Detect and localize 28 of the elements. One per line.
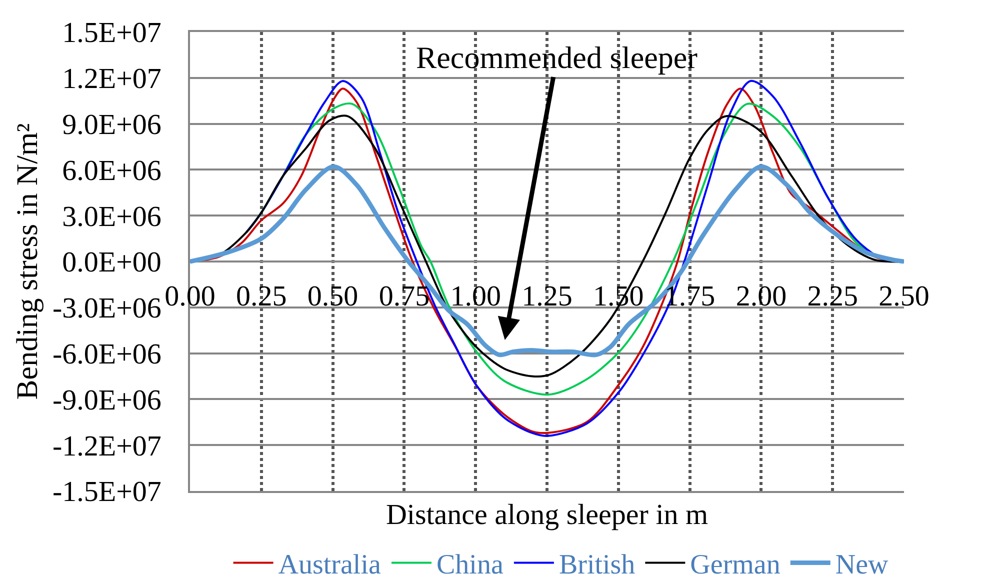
legend-label: German: [690, 550, 780, 577]
x-tick-label: 0.00: [164, 280, 216, 312]
x-tick-label: 0.75: [378, 280, 430, 312]
x-tick-label: 0.50: [307, 280, 358, 312]
y-tick-label: 6.0E+06: [62, 154, 162, 187]
y-tick-label: 1.2E+07: [62, 63, 162, 96]
y-tick-label: 1.5E+07: [62, 17, 162, 50]
x-tick-label: 1.00: [450, 280, 501, 312]
y-tick-label: -9.0E+06: [52, 384, 162, 416]
legend-label: New: [835, 550, 890, 577]
x-tick-label: 1.25: [522, 280, 572, 312]
annotation: Recommended sleeper: [416, 40, 698, 75]
x-tick-label: 0.25: [236, 280, 287, 312]
y-tick-label: -6.0E+06: [52, 338, 162, 370]
y-axis-title: Bending stress in N/m²: [10, 123, 44, 400]
y-tick-label: 0.0E+00: [62, 246, 162, 279]
y-tick-label: -1.2E+07: [52, 430, 162, 462]
legend-label: China: [436, 550, 504, 577]
y-tick-label: 9.0E+06: [62, 108, 162, 141]
x-axis-title: Distance along sleeper in m: [386, 499, 708, 532]
legend-label: British: [558, 550, 636, 577]
y-tick-label: 3.0E+06: [62, 200, 162, 233]
y-tick-label: -1.5E+07: [52, 476, 162, 508]
x-tick-label: 2.50: [878, 280, 930, 312]
x-tick-label: 2.00: [736, 280, 787, 312]
legend-label: Australia: [278, 550, 382, 577]
x-tick-label: 2.25: [807, 280, 858, 312]
y-tick-label: -3.0E+06: [52, 292, 162, 325]
